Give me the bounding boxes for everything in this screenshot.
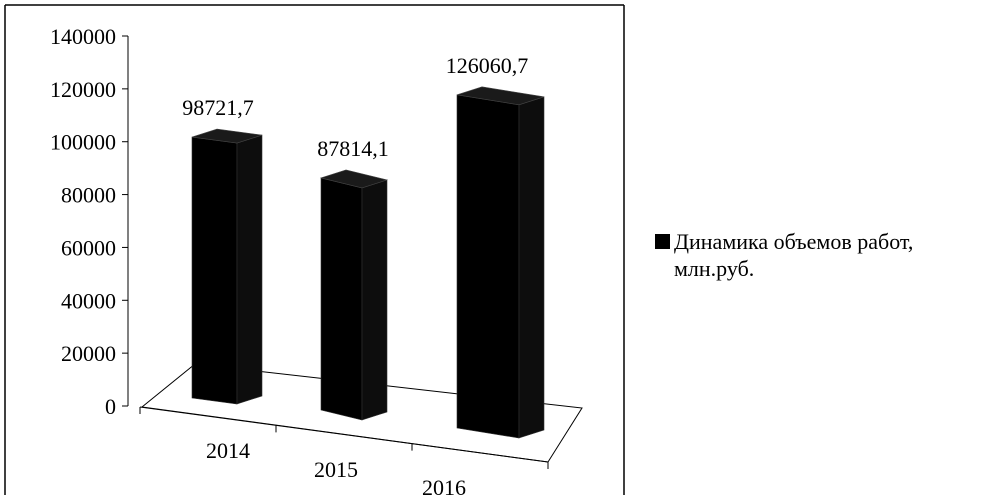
- category-label-2015: 2015: [314, 457, 358, 482]
- x-axis-line: [139, 406, 549, 463]
- bar-top-2015: [319, 169, 389, 189]
- y-tick-label: 80000: [61, 183, 116, 208]
- bars-group: [191, 86, 545, 439]
- y-tick-label: 60000: [61, 235, 116, 260]
- y-tick-label: 40000: [61, 288, 116, 313]
- legend-swatch: [655, 234, 670, 249]
- value-label-2014: 98721,7: [182, 95, 254, 120]
- bar-front-2014: [191, 136, 238, 405]
- value-labels-group: 98721,7 87814,1 126060,7: [182, 53, 528, 161]
- y-tick-label: 20000: [61, 341, 116, 366]
- category-label-2016: 2016: [422, 475, 466, 495]
- bar-side-2015: [361, 179, 388, 421]
- value-label-2016: 126060,7: [446, 53, 529, 78]
- category-labels-group: 2014 2015 2016: [206, 438, 466, 495]
- bar-side-2016: [518, 96, 545, 439]
- legend-label: Динамика объемов работ, млн.руб.: [674, 229, 914, 281]
- y-tick-label: 100000: [50, 130, 116, 155]
- y-tick-label: 0: [105, 394, 116, 419]
- bar-top-2014: [191, 128, 263, 144]
- y-axis-ticks: 0 20000 40000 60000 80000 100000 120000 140000: [50, 24, 128, 419]
- bar-side-2014: [236, 134, 263, 405]
- bar-front-2016: [456, 94, 520, 439]
- value-label-2015: 87814,1: [317, 136, 389, 161]
- y-tick-label: 140000: [50, 24, 116, 49]
- bar-front-2015: [320, 177, 363, 421]
- x-axis-ticks: [139, 407, 549, 469]
- legend: Динамика объемов работ, млн.руб.: [655, 228, 985, 282]
- category-label-2014: 2014: [206, 438, 250, 463]
- bar-top-2016: [456, 86, 545, 106]
- y-tick-label: 120000: [50, 77, 116, 102]
